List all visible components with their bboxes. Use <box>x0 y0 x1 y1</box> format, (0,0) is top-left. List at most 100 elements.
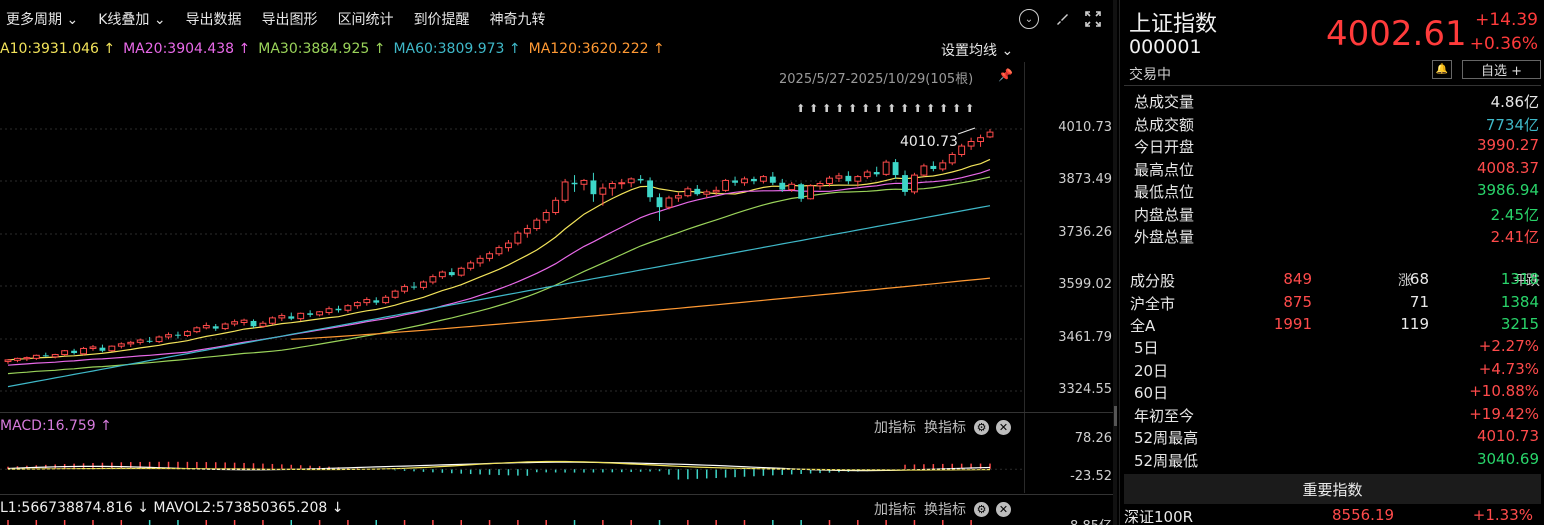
swap-indicator-button[interactable]: 换指标 <box>924 502 966 518</box>
signal-arrow-icon: ⬆ <box>796 102 805 115</box>
performance-value: 4010.73 <box>1476 427 1539 445</box>
candle-body <box>486 253 493 259</box>
breadth-header-flat: 平 <box>1514 273 1528 289</box>
add-indicator-button[interactable]: 加指标 <box>874 420 916 436</box>
candle-body <box>127 341 135 345</box>
candle-body <box>759 176 767 182</box>
stat-row: 今日开盘 3990.27 <box>1134 136 1539 158</box>
gear-icon[interactable]: ⚙ <box>974 501 989 517</box>
signal-arrow-icon: ⬆ <box>848 102 857 115</box>
bell-icon[interactable]: 🔔 <box>1432 60 1452 79</box>
performance-row: 20日 +4.73% <box>1134 360 1539 382</box>
signal-arrow-icon: ⬆ <box>887 102 896 115</box>
candle-body <box>117 343 125 347</box>
add-indicator-button[interactable]: 加指标 <box>874 502 916 518</box>
candle-body <box>353 302 361 307</box>
candle-body <box>911 174 918 193</box>
signal-arrow-icon: ⬆ <box>861 102 870 115</box>
performance-row: 52周最高 4010.73 <box>1134 427 1539 449</box>
candle-body <box>863 171 871 178</box>
signal-arrow-icon: ⬆ <box>913 102 922 115</box>
candle-body <box>344 305 352 311</box>
stat-value: 4008.37 <box>1476 158 1539 177</box>
macd-axis-label: 78.26 <box>1074 431 1112 446</box>
candlestick-plot[interactable]: ⬆ ⬆ ⬆ ⬆ ⬆ ⬆ ⬆ ⬆ ⬆ ⬆ ⬆ ⬆ ⬆ ⬆ 4010.73 <box>0 0 1116 525</box>
candle-body <box>363 299 371 304</box>
price-axis-label: 4010.73 <box>1058 120 1112 135</box>
stat-label: 总成交额 <box>1134 115 1195 134</box>
ma-settings-button[interactable]: 设置均线 ⌄ <box>941 43 1014 59</box>
candle-body <box>542 212 550 221</box>
important-indices-header[interactable]: 重要指数 <box>1124 474 1541 504</box>
range-stats-button[interactable]: 区间统计 <box>337 12 394 28</box>
macd-axis-label: -23.52 <box>1070 469 1112 484</box>
magic-nine-button[interactable]: 神奇九转 <box>489 12 546 28</box>
price-alert-button[interactable]: 到价提醒 <box>413 12 470 28</box>
signal-arrow-icon: ⬆ <box>822 102 831 115</box>
candle-body <box>4 359 12 362</box>
candle-body <box>467 262 475 269</box>
price-axis-label: 3736.26 <box>1058 225 1112 240</box>
quote-panel: 上证指数 000001 交易中 4002.61 +14.39 +0.36% 🔔 … <box>1119 0 1544 525</box>
add-watchlist-button[interactable]: 自选 + <box>1462 60 1541 79</box>
candle-body <box>373 300 380 303</box>
candle-body <box>552 199 560 214</box>
candle-body <box>533 219 541 230</box>
candle-body <box>221 323 229 330</box>
candle-body <box>89 346 97 349</box>
scrollbar-thumb[interactable] <box>1114 406 1117 426</box>
candle-body <box>32 354 40 359</box>
more-period-button[interactable]: 更多周期 ⌄ <box>6 12 79 28</box>
gear-icon[interactable]: ⚙ <box>974 419 989 435</box>
pin-icon[interactable]: 📌 <box>998 68 1013 82</box>
breadth-flat-count: 119 <box>1400 315 1429 333</box>
candle-body <box>505 242 512 249</box>
important-index-row[interactable]: 深证100R 8556.19 +1.33% <box>1124 506 1541 525</box>
breadth-down-count: 1318 <box>1500 270 1539 288</box>
candle-body <box>627 178 635 184</box>
signal-arrow-icon: ⬆ <box>952 102 961 115</box>
candle-body <box>231 321 239 325</box>
candle-body <box>712 189 720 193</box>
ma-line-ma30 <box>7 176 991 375</box>
performance-value: 3040.69 <box>1476 449 1539 468</box>
kline-chart-area[interactable]: 更多周期 ⌄ K线叠加 ⌄ 导出数据 导出图形 区间统计 到价提醒 神奇九转 ⌄… <box>0 0 1117 525</box>
circle-chevron-down-icon[interactable]: ⌄ <box>1019 9 1039 29</box>
breadth-flat-count: 68 <box>1409 270 1429 288</box>
chart-scrollbar[interactable] <box>1113 0 1117 525</box>
candle-body <box>325 308 333 314</box>
ma-legend-item: MA30:3884.925 ↑ <box>258 41 386 57</box>
stat-row: 总成交额 7734亿 <box>1134 114 1539 136</box>
max-price-label: 4010.73 <box>900 134 958 150</box>
signal-arrow-icon: ⬆ <box>926 102 935 115</box>
candle-body <box>316 311 324 316</box>
candle-body <box>420 281 427 288</box>
swap-indicator-button[interactable]: 换指标 <box>924 420 966 436</box>
candle-body <box>798 184 805 199</box>
fullscreen-icon[interactable] <box>1082 9 1104 29</box>
candle-body <box>939 162 947 170</box>
brush-icon[interactable] <box>1051 9 1073 29</box>
candle-body <box>741 178 748 184</box>
kline-overlay-button[interactable]: K线叠加 ⌄ <box>98 12 166 28</box>
close-icon[interactable]: ✕ <box>996 501 1011 517</box>
candle-body <box>212 326 219 329</box>
candle-body <box>807 185 815 200</box>
close-icon[interactable]: ✕ <box>996 419 1011 435</box>
volume-title: L1:566738874.816 ↓ MAVOL2:573850365.208 … <box>0 500 344 516</box>
ma-legend-item: MA60:3809.973 ↑ <box>393 41 521 57</box>
performance-label: 52周最高 <box>1134 429 1199 447</box>
export-data-button[interactable]: 导出数据 <box>185 12 242 28</box>
export-image-button[interactable]: 导出图形 <box>261 12 318 28</box>
candle-body <box>647 180 654 198</box>
candle-body <box>307 313 314 315</box>
candle-body <box>882 161 890 175</box>
candle-body <box>732 180 738 183</box>
candle-body <box>608 182 616 189</box>
stat-value: 3990.27 <box>1476 136 1539 154</box>
breadth-down-count: 1384 <box>1500 292 1539 311</box>
candle-body <box>892 162 899 176</box>
candle-body <box>835 175 843 179</box>
candle-body <box>335 308 342 311</box>
candle-body <box>845 175 852 182</box>
